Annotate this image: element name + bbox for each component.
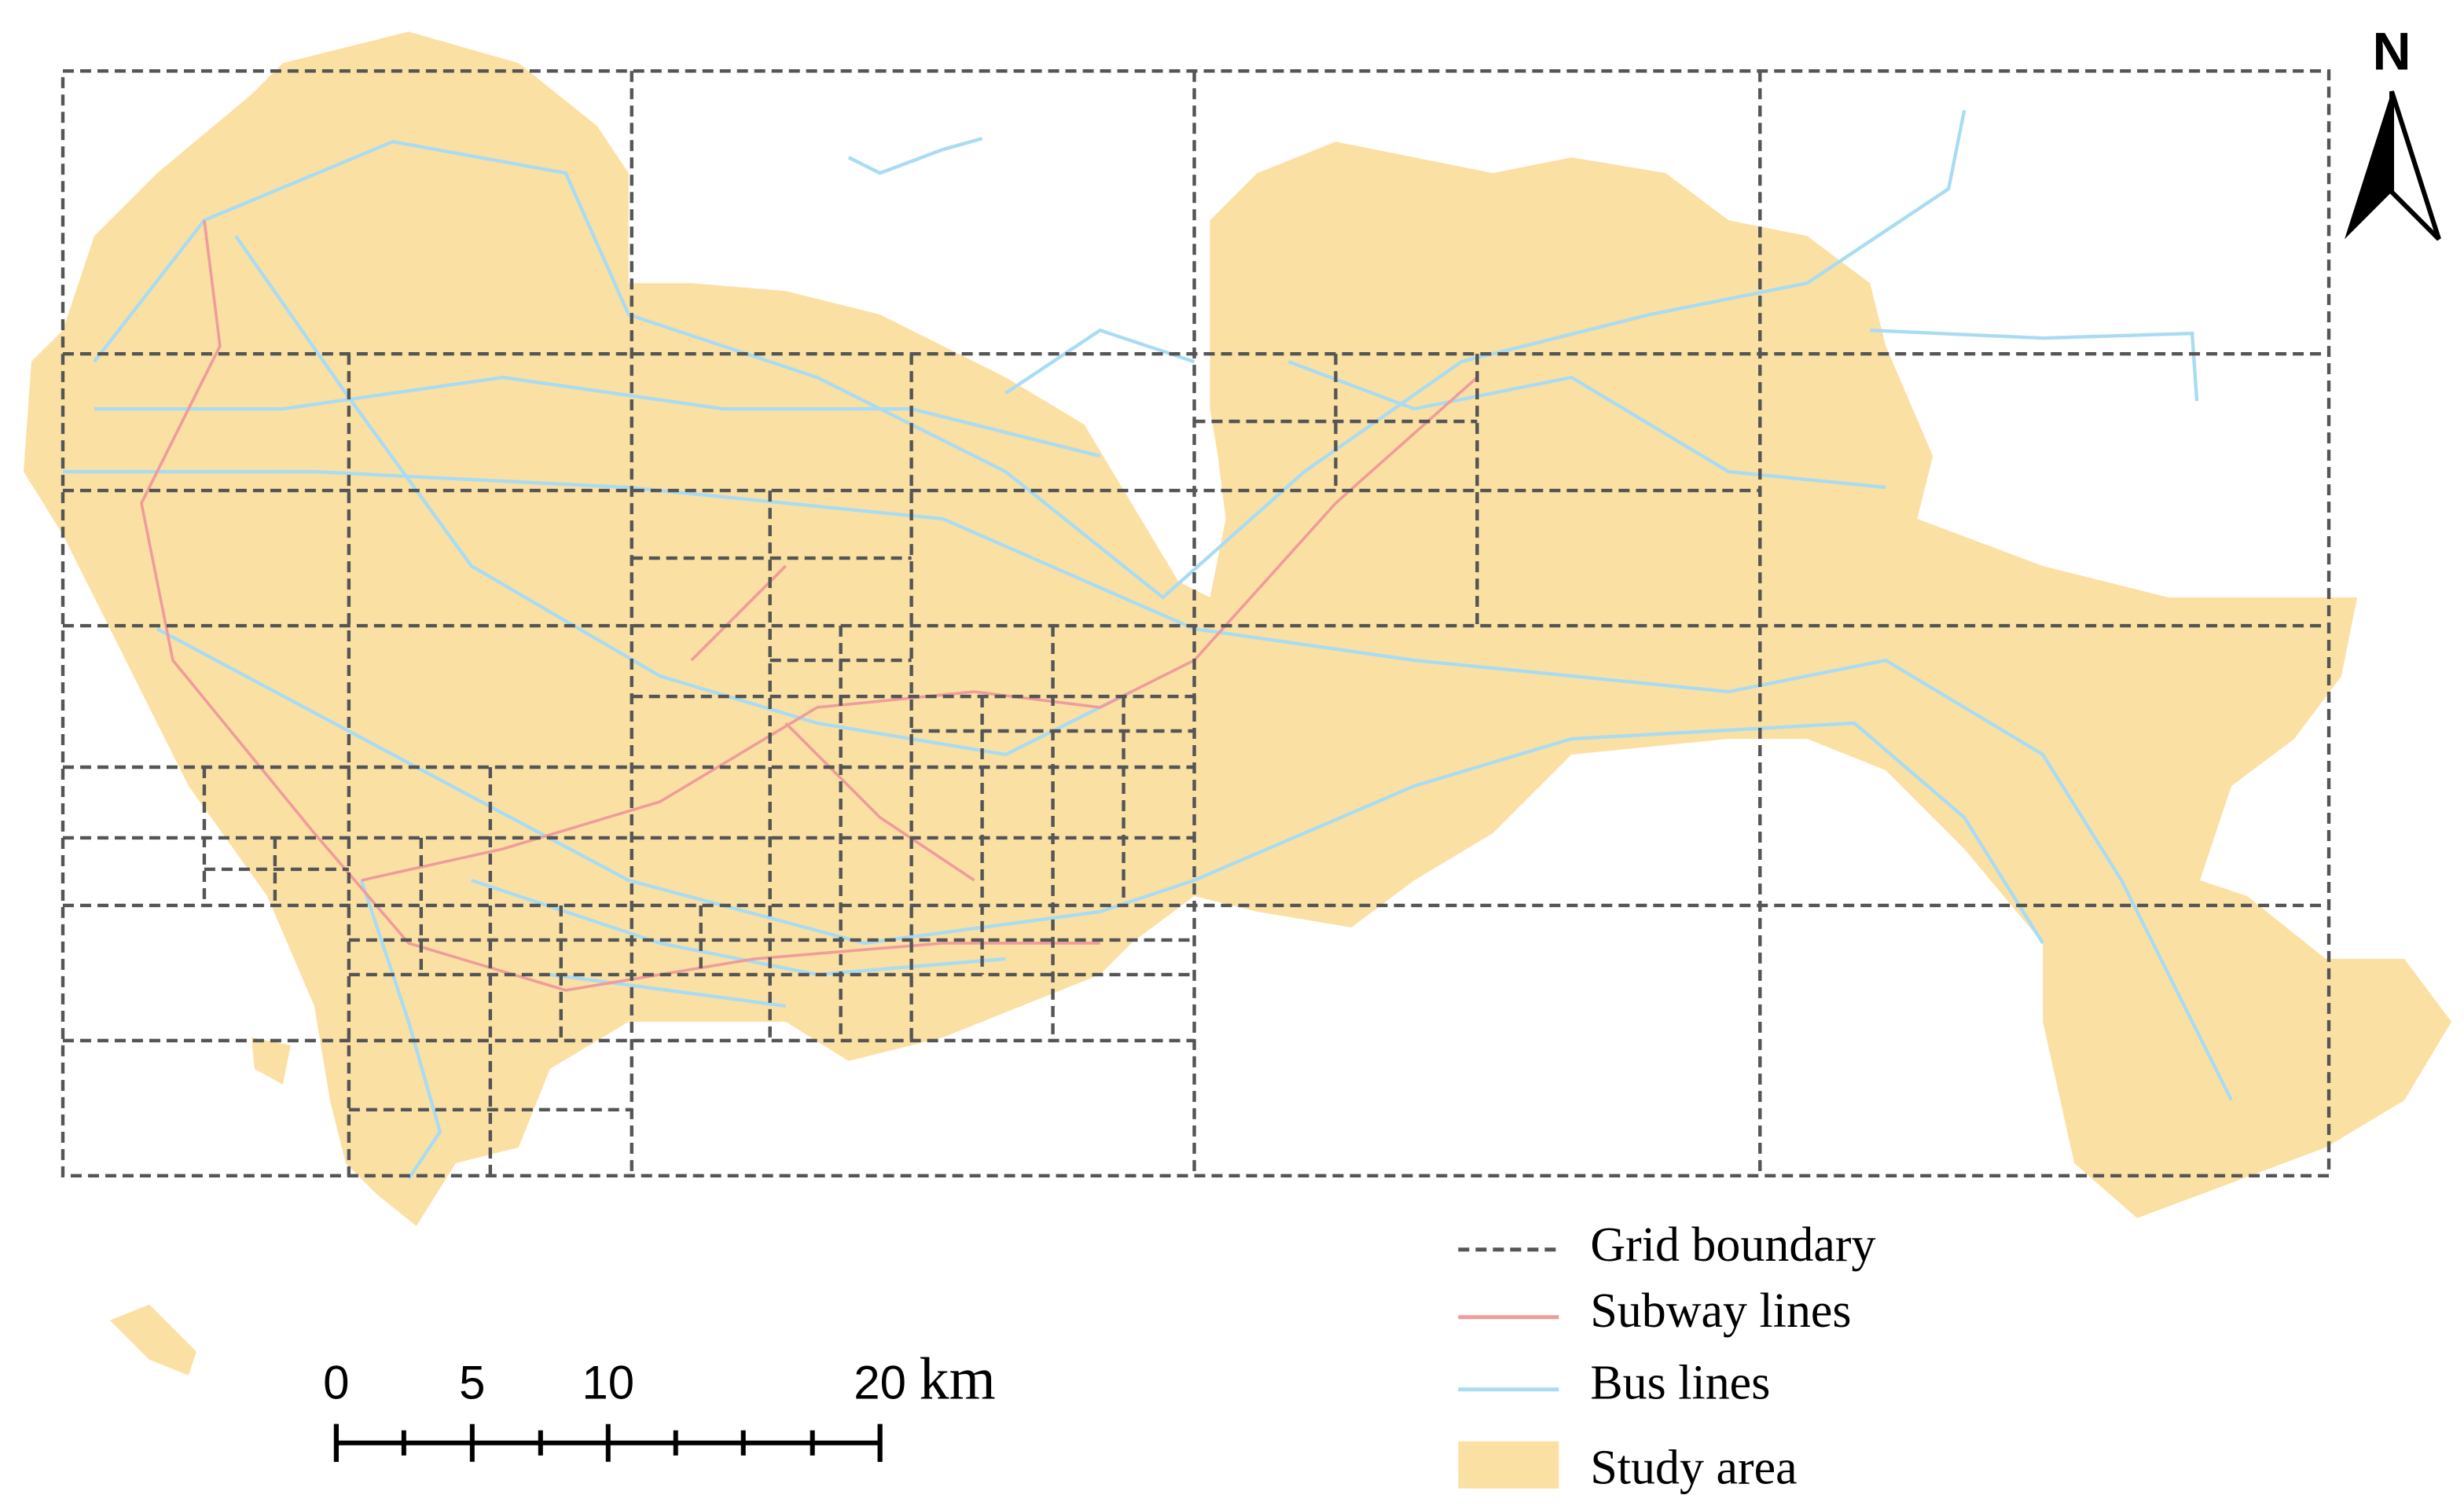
- scale-label: 5: [459, 1357, 485, 1409]
- legend: Grid boundary Subway lines Bus lines Stu…: [1458, 1218, 1875, 1495]
- scale-unit: km: [920, 1346, 996, 1412]
- study-area: [23, 31, 2452, 1376]
- legend-label: Study area: [1590, 1442, 1797, 1495]
- legend-label: Bus lines: [1590, 1357, 1770, 1410]
- north-arrow: N: [2345, 21, 2441, 241]
- grid-boundary: [61, 69, 2331, 1178]
- scale-label: 0: [323, 1357, 349, 1409]
- scale-label: 20: [854, 1357, 906, 1409]
- legend-label: Grid boundary: [1590, 1218, 1875, 1272]
- north-label: N: [2372, 21, 2411, 81]
- scale-bar: km 0 5 10 20: [323, 1346, 996, 1462]
- scale-label: 10: [582, 1357, 634, 1409]
- legend-label: Subway lines: [1590, 1284, 1851, 1338]
